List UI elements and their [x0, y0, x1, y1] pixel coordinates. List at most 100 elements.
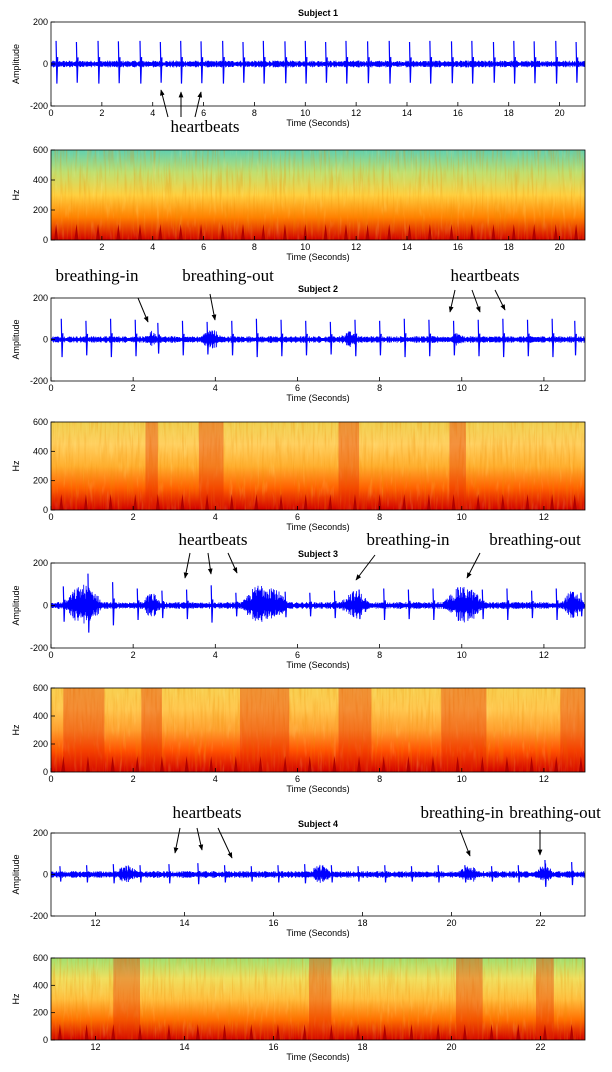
- annotation: breathing-in: [366, 530, 450, 549]
- heartbeat-spike: [326, 42, 328, 83]
- x-tick-label: 4: [213, 383, 218, 393]
- x-tick-label: 6: [295, 383, 300, 393]
- annotation: breathing-out: [182, 266, 274, 285]
- y-tick-label: 400: [33, 446, 48, 456]
- heartbeat-spike: [408, 590, 410, 619]
- x-tick-label: 6: [295, 774, 300, 784]
- heartbeat-spike: [98, 41, 100, 84]
- annotation-arrow: [467, 553, 480, 578]
- annotation: heartbeats: [171, 117, 240, 136]
- annotation: breathing-in: [420, 803, 504, 822]
- x-tick-label: 22: [535, 918, 545, 928]
- x-axis-label: Time (Seconds): [286, 1052, 349, 1062]
- x-tick-label: 6: [295, 512, 300, 522]
- annotation-arrow: [218, 828, 232, 858]
- heartbeat-spike: [88, 574, 90, 633]
- heartbeat-spike: [380, 321, 382, 356]
- x-tick-label: 0: [48, 383, 53, 393]
- breathing-burst: [63, 585, 104, 624]
- heartbeat-spike: [225, 865, 227, 882]
- y-axis-label: Amplitude: [11, 319, 21, 359]
- heartbeat-spike: [201, 41, 203, 83]
- annotation-arrow: [161, 90, 168, 117]
- x-tick-label: 14: [402, 242, 412, 252]
- x-tick-label: 2: [131, 383, 136, 393]
- x-tick-label: 10: [300, 108, 310, 118]
- annotation-arrow: [197, 828, 202, 850]
- x-tick-label: 12: [351, 242, 361, 252]
- x-tick-label: 8: [377, 383, 382, 393]
- breathing-burst: [240, 586, 290, 622]
- heartbeat-spike: [182, 321, 184, 356]
- x-tick-label: 14: [179, 1042, 189, 1052]
- breathing-band: [113, 958, 140, 1040]
- heartbeat-spike: [113, 864, 115, 883]
- heartbeat-spike: [478, 320, 480, 356]
- heartbeat-spike: [346, 41, 348, 84]
- heartbeat-spike: [410, 42, 412, 83]
- x-tick-label: 14: [402, 108, 412, 118]
- y-tick-label: -200: [30, 101, 48, 111]
- annotation-arrow: [495, 290, 505, 310]
- x-tick-label: 0: [48, 512, 53, 522]
- figure: Subject 1heartbeats-20002000246810121416…: [0, 0, 612, 1067]
- heartbeat-spike: [232, 321, 234, 356]
- y-tick-label: 400: [33, 980, 48, 990]
- heartbeat-spike: [223, 41, 225, 84]
- x-tick-label: 12: [90, 918, 100, 928]
- x-tick-label: 8: [377, 774, 382, 784]
- heartbeat-spike: [552, 319, 554, 357]
- annotation-arrow: [138, 298, 148, 322]
- breathing-burst: [441, 587, 486, 622]
- waveform-panel: Subject 2breathing-inbreathing-outheartb…: [11, 266, 585, 403]
- breathing-band: [339, 688, 372, 772]
- annotation-arrow: [208, 553, 211, 574]
- y-tick-label: 600: [33, 953, 48, 963]
- heartbeat-spike: [438, 865, 440, 882]
- plot-area: [51, 422, 585, 510]
- spectrogram-panel: 0200400600121416182022Time (Seconds)Hz: [11, 953, 585, 1062]
- x-tick-label: 18: [357, 1042, 367, 1052]
- y-tick-label: 0: [43, 235, 48, 245]
- baseline-noise: [51, 602, 585, 609]
- heartbeat-spike: [140, 41, 142, 84]
- annotation: heartbeats: [173, 803, 242, 822]
- x-axis-label: Time (Seconds): [286, 928, 349, 938]
- heartbeat-spike: [518, 865, 520, 882]
- heartbeat-spike: [310, 593, 312, 617]
- y-tick-label: 600: [33, 145, 48, 155]
- x-tick-label: 16: [268, 1042, 278, 1052]
- x-tick-label: 2: [131, 512, 136, 522]
- breathing-band: [456, 958, 483, 1040]
- x-tick-label: 10: [457, 512, 467, 522]
- heartbeat-spike: [56, 41, 58, 84]
- y-axis-label: Hz: [11, 993, 21, 1004]
- y-tick-label: 200: [33, 17, 48, 27]
- x-axis-label: Time (Seconds): [286, 784, 349, 794]
- x-tick-label: 16: [453, 108, 463, 118]
- x-tick-label: 8: [377, 650, 382, 660]
- breathing-band: [441, 688, 486, 772]
- y-tick-label: 0: [43, 1035, 48, 1045]
- y-tick-label: 400: [33, 711, 48, 721]
- annotation: breathing-out: [489, 530, 581, 549]
- annotation-arrow: [450, 290, 455, 312]
- heartbeat-spike: [334, 591, 336, 619]
- heartbeat-spike: [368, 41, 370, 83]
- x-tick-label: 12: [90, 1042, 100, 1052]
- y-tick-label: 200: [33, 205, 48, 215]
- x-axis-label: Time (Seconds): [286, 393, 349, 403]
- heartbeat-spike: [160, 42, 162, 83]
- spectrogram-panel: 0200400600024681012Time (Seconds)Hz: [11, 417, 585, 532]
- x-axis-label: Time (Seconds): [286, 252, 349, 262]
- heartbeat-spike: [581, 593, 583, 617]
- heartbeat-spike: [140, 865, 142, 882]
- y-tick-label: 200: [33, 558, 48, 568]
- plot-area: [51, 860, 585, 887]
- x-tick-label: 0: [48, 108, 53, 118]
- heartbeat-spike: [532, 591, 534, 619]
- y-tick-label: 200: [33, 293, 48, 303]
- heartbeat-spike: [527, 320, 529, 356]
- heartbeat-spike: [454, 321, 456, 356]
